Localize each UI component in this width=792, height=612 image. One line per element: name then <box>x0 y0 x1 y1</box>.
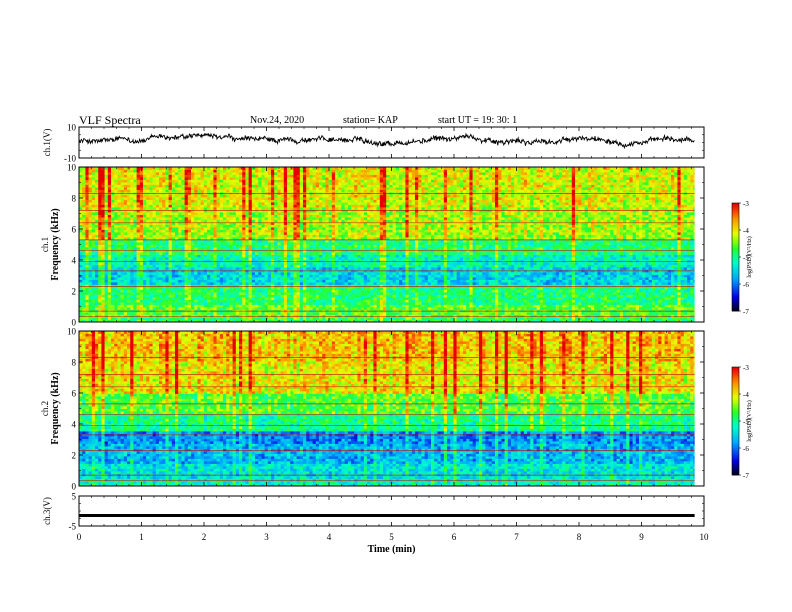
colorbar-tick-label: -3 <box>743 364 749 372</box>
colorbar-tick-label: -7 <box>743 472 749 480</box>
colorbar <box>732 367 739 476</box>
y-tick-label: 10 <box>67 327 77 337</box>
y-axis-label: ch.3(V) <box>42 497 52 525</box>
y-axis-label: Frequency (kHz) <box>50 372 61 444</box>
y-tick-label: 8 <box>72 358 77 368</box>
waveform-frame <box>78 495 705 527</box>
y-tick-label: 4 <box>72 420 77 430</box>
x-tick-label: 9 <box>639 532 644 542</box>
colorbar-label: log(PSD)(V²/Hz) <box>746 400 753 441</box>
y-tick-label: 2 <box>72 287 77 297</box>
ch3-trace <box>79 514 695 517</box>
colorbar-tick-label: -5 <box>743 418 749 426</box>
colorbar-tick-label: -4 <box>743 391 749 399</box>
colorbar-tick-label: -6 <box>743 445 749 453</box>
x-axis-label: Time (min) <box>368 544 416 555</box>
x-tick-label: 0 <box>77 532 82 542</box>
y-axis-label: Frequency (kHz) <box>50 208 61 280</box>
colorbar-tick-label: -3 <box>743 200 749 208</box>
x-tick-label: 3 <box>264 532 269 542</box>
colorbar-label: log(PSD)(V²/Hz) <box>746 236 753 277</box>
x-tick-label: 2 <box>202 532 207 542</box>
station-label: station= KAP <box>343 115 398 126</box>
x-tick-label: 1 <box>139 532 144 542</box>
y-tick-label: 6 <box>72 389 77 399</box>
y-axis-label: ch.1(V) <box>42 129 52 157</box>
colorbar-tick-label: -4 <box>743 227 749 235</box>
y-axis-channel-label: ch.1 <box>40 237 50 252</box>
y-tick-label: -5 <box>69 522 77 532</box>
colorbar-tick-label: -6 <box>743 281 749 289</box>
x-tick-label: 8 <box>577 532 582 542</box>
colorbar <box>732 203 739 312</box>
colorbar-tick-label: -5 <box>743 254 749 262</box>
y-tick-label: 8 <box>72 194 77 204</box>
y-tick-label: 10 <box>67 163 77 173</box>
y-tick-label: 5 <box>72 492 77 502</box>
y-tick-label: 0 <box>72 482 77 492</box>
y-tick-label: 10 <box>67 123 77 133</box>
waveform-frame <box>78 126 705 159</box>
x-tick-label: 6 <box>452 532 457 542</box>
x-tick-label: 10 <box>700 532 710 542</box>
y-tick-label: 2 <box>72 451 77 461</box>
x-tick-label: 4 <box>327 532 332 542</box>
start-time-label: start UT = 19: 30: 1 <box>438 115 517 126</box>
x-tick-label: 5 <box>389 532 394 542</box>
figure-title: VLF Spectra <box>79 113 141 128</box>
y-tick-label: 4 <box>72 256 77 266</box>
date-label: Nov.24, 2020 <box>250 115 304 126</box>
y-axis-channel-label: ch.2 <box>40 401 50 416</box>
y-tick-label: -10 <box>64 154 76 164</box>
ch1-trace <box>78 132 695 150</box>
spectrogram-image <box>79 331 695 487</box>
spectrogram-image <box>79 167 695 323</box>
x-tick-label: 7 <box>514 532 519 542</box>
colorbar-tick-label: -7 <box>743 308 749 316</box>
y-tick-label: 6 <box>72 225 77 235</box>
y-tick-label: 0 <box>72 318 77 328</box>
